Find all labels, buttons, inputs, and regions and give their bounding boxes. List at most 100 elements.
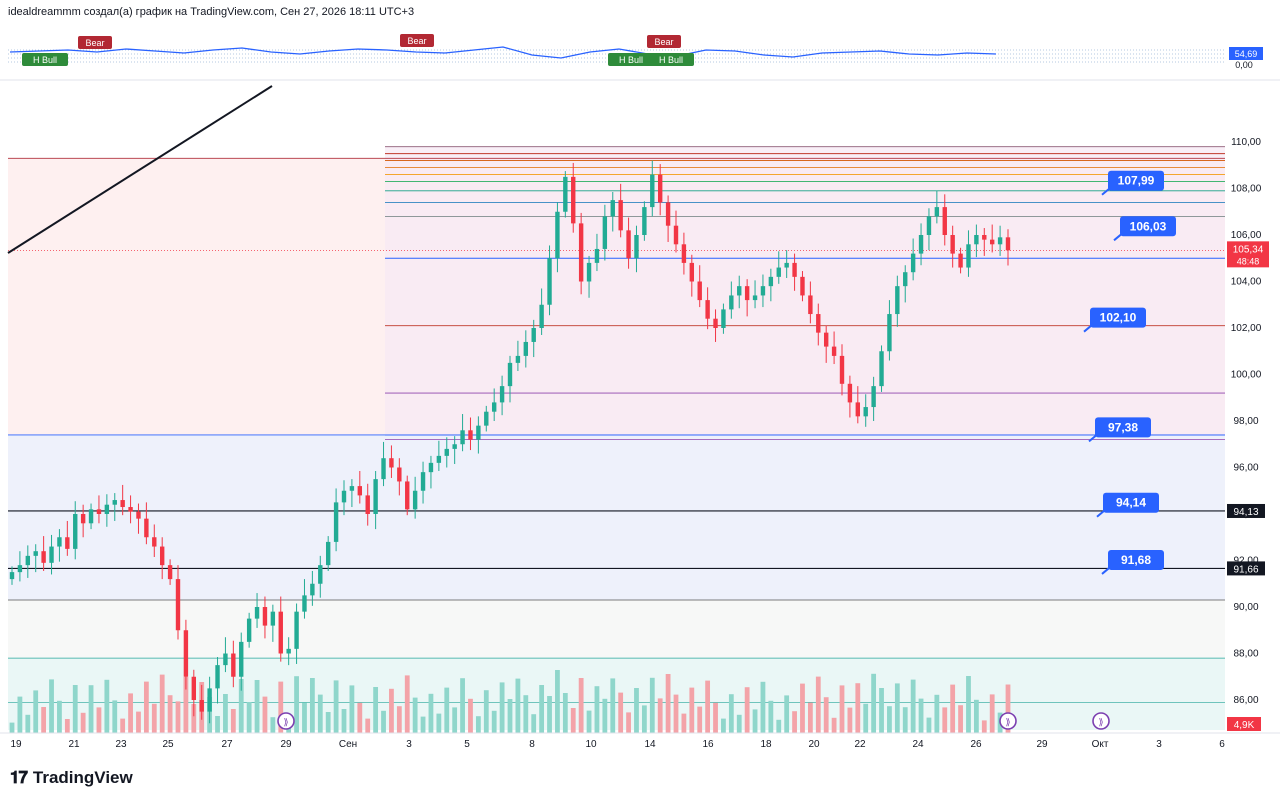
candle-body — [863, 407, 868, 417]
candle-body — [887, 314, 892, 352]
volume-bar — [689, 687, 695, 733]
volume-bar — [966, 676, 971, 733]
y-tick-label: 88,00 — [1233, 649, 1258, 660]
high-label: МАКС — [337, 93, 366, 104]
volume-bar — [973, 699, 979, 733]
candle-body — [341, 490, 347, 503]
candle-body — [547, 258, 552, 305]
tradingview-logo[interactable]: 𝟏𝟕 TradingView — [10, 768, 133, 788]
volume-bar — [159, 674, 165, 733]
volume-bar — [894, 683, 900, 733]
chart-legend: Фьючерсный контракт на нефть марки Brent… — [14, 93, 591, 104]
candle-body — [926, 216, 932, 235]
candle-body — [705, 300, 710, 319]
candle-body — [808, 295, 813, 315]
candle-body — [73, 514, 78, 549]
osc-line — [9, 46, 997, 59]
level-tag-bg — [1108, 170, 1164, 191]
osc-tag-bear — [400, 34, 434, 47]
candle-body — [515, 355, 521, 363]
volume-bar — [768, 700, 774, 733]
volume-bar — [112, 700, 118, 733]
x-tick-label: 29 — [280, 739, 292, 750]
candle-body — [610, 200, 615, 217]
candle-body — [784, 262, 789, 268]
candle-body — [713, 318, 718, 328]
level-tag-bg — [1120, 216, 1176, 237]
price-axis: 110,00 108,00 106,00 104,00 102,00 100,00 98,0… — [1226, 88, 1280, 733]
scale-units[interactable]: USD BBL — [1238, 94, 1266, 130]
zone-teal — [8, 658, 1225, 730]
volume-bar — [468, 698, 473, 733]
axis-price-tag-label: 91,66 — [1233, 564, 1258, 575]
open-value: 105,96 — [301, 93, 332, 104]
volume-bar — [33, 690, 39, 733]
volume-bar — [531, 714, 537, 733]
volume-bar — [309, 678, 315, 733]
volume-bar — [136, 711, 141, 733]
candle-body — [531, 328, 536, 342]
author-line: idealdreammm создал(а) график на Trading… — [8, 6, 415, 18]
volume-bar — [713, 702, 718, 733]
volume-bar — [665, 674, 671, 733]
volume-bar — [997, 712, 1003, 733]
y-tick-label: 110,00 — [1231, 137, 1261, 148]
x-tick-label: 3 — [1156, 739, 1162, 750]
y-tick-label: 94,00 — [1233, 509, 1258, 520]
volume-bar — [926, 717, 932, 733]
volume-bar — [230, 709, 236, 733]
volume-bar — [784, 695, 790, 733]
volume-bar — [96, 707, 102, 733]
candle-body — [594, 248, 600, 263]
candle-body — [982, 235, 987, 240]
osc-tag-label: Bear — [85, 38, 104, 48]
tv-icon: 𝟏𝟕 — [10, 768, 28, 787]
x-tick-label: Окт — [1092, 739, 1109, 750]
volume-bar — [80, 712, 86, 733]
candle-body — [950, 235, 955, 254]
osc-value-label: 54,69 — [1235, 49, 1258, 59]
volume-bar — [223, 694, 228, 733]
x-tick-label: 27 — [221, 739, 233, 750]
event-icon — [277, 712, 295, 730]
candle-body — [958, 253, 963, 268]
candle-body — [634, 235, 639, 259]
osc-bg — [8, 22, 1225, 68]
level-tag-label: 107,99 — [1118, 174, 1155, 188]
candle-body — [25, 555, 31, 566]
y-tick-label: 106,00 — [1231, 230, 1262, 241]
candle-body — [792, 262, 797, 277]
volume-bar — [254, 680, 260, 733]
x-tick-label: 22 — [854, 739, 866, 750]
volume-bar — [167, 695, 173, 733]
candle-body — [602, 216, 608, 249]
volume-bar — [562, 693, 568, 733]
candle-body — [476, 425, 481, 440]
candle-body — [183, 630, 189, 677]
volume-bar — [705, 680, 711, 733]
y-tick-label: 90,00 — [1233, 602, 1258, 613]
candle-body — [879, 351, 884, 387]
volume-bar — [278, 681, 284, 733]
candle-body — [895, 286, 900, 315]
volume-bar — [183, 677, 189, 733]
level-tag-label: 106,03 — [1130, 219, 1167, 233]
osc-value-bg — [1229, 47, 1263, 60]
volume-bar — [151, 703, 157, 733]
candle-body — [231, 653, 236, 677]
volume-bar — [349, 685, 355, 733]
x-tick-label: 20 — [808, 739, 820, 750]
volume-bar — [452, 707, 458, 733]
candle-body — [246, 618, 252, 642]
osc-tag-bull — [608, 53, 654, 66]
candle-body — [452, 444, 457, 449]
candle-body — [626, 230, 631, 259]
candle-body — [523, 341, 529, 356]
candle-body — [278, 611, 283, 654]
candle-body — [436, 455, 442, 463]
volume-bar — [570, 708, 576, 733]
volume-bar — [776, 719, 782, 733]
volume-bar — [25, 714, 31, 733]
y-tick-label: 98,00 — [1233, 416, 1258, 427]
